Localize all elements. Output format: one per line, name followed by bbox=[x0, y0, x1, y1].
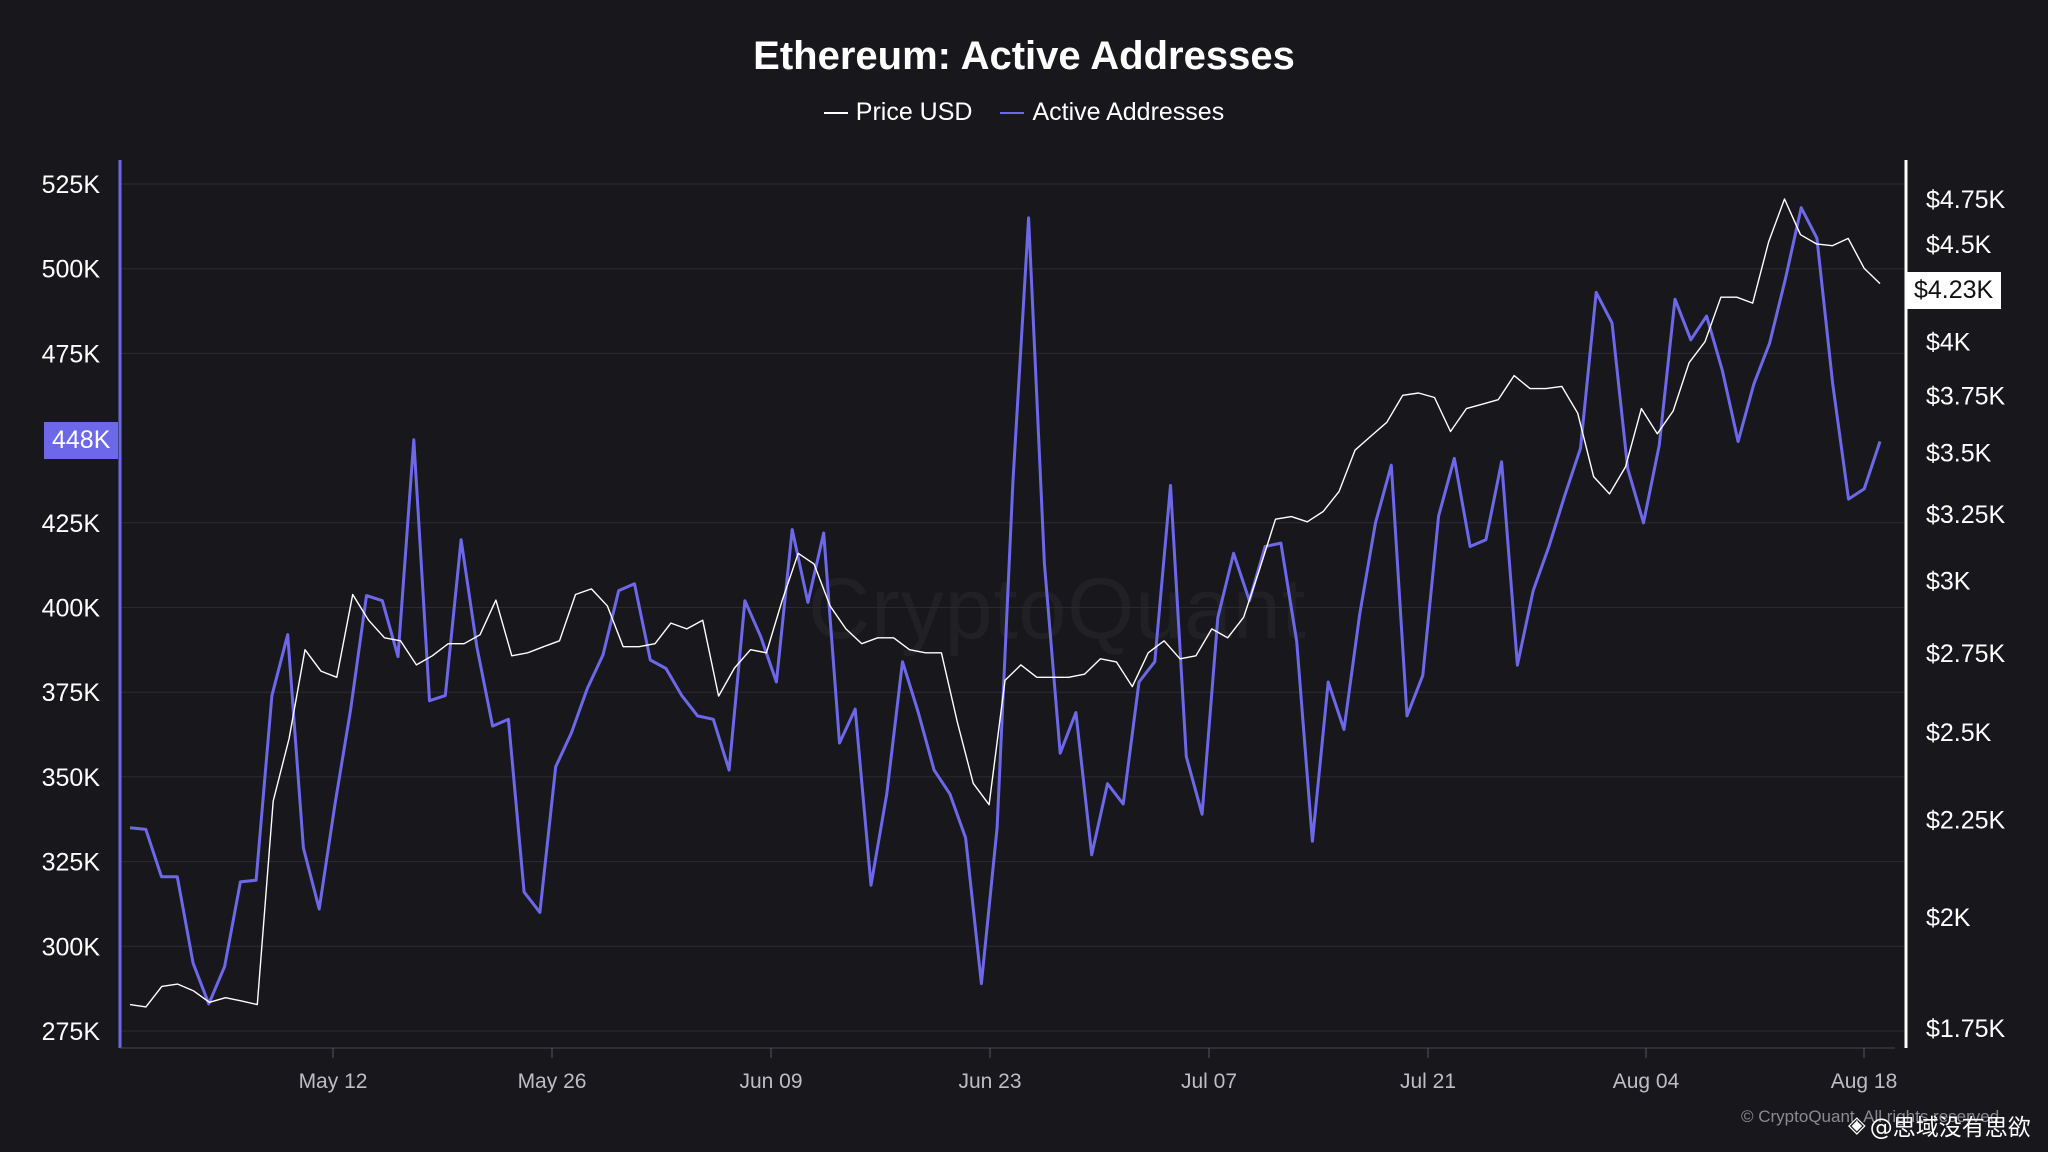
legend-swatch-active bbox=[1000, 111, 1025, 114]
x-tick-label: Aug 18 bbox=[1831, 1070, 1898, 1093]
y-left-tick-label: 325K bbox=[42, 849, 101, 877]
x-tick-label: May 26 bbox=[518, 1070, 587, 1093]
x-tick-label: May 12 bbox=[299, 1070, 368, 1093]
y-left-tick-label: 500K bbox=[42, 256, 101, 284]
y-left-tick-label: 275K bbox=[42, 1018, 101, 1046]
y-right-tick-label: $2.25K bbox=[1926, 806, 2006, 834]
legend-item-price[interactable]: Price USD bbox=[823, 98, 973, 127]
y-left-tick-label: 475K bbox=[42, 340, 101, 368]
x-tick-label: Jul 07 bbox=[1181, 1070, 1237, 1093]
social-tag: ◈ @思域没有思欲 bbox=[1848, 1108, 2031, 1142]
x-tick-label: Jun 09 bbox=[739, 1070, 802, 1093]
y-right-tick-label: $1.75K bbox=[1926, 1015, 2006, 1043]
y-left-tick-label: 425K bbox=[42, 510, 101, 538]
social-tag-text: @思域没有思欲 bbox=[1869, 1115, 2031, 1141]
y-right-tick-label: $4.75K bbox=[1926, 186, 2006, 214]
y-right-tick-label: $4.5K bbox=[1926, 231, 1992, 259]
legend-item-active[interactable]: Active Addresses bbox=[1000, 98, 1224, 127]
x-tick-label: Aug 04 bbox=[1613, 1070, 1680, 1093]
y-left-tick-label: 400K bbox=[42, 595, 101, 623]
y-right-tick-label: $2.75K bbox=[1926, 640, 2006, 668]
chart-title: Ethereum: Active Addresses bbox=[753, 34, 1295, 78]
legend: Price USD Active Addresses bbox=[0, 98, 2048, 127]
x-tick-label: Jun 23 bbox=[958, 1070, 1021, 1093]
y-right-tick-label: $3.75K bbox=[1926, 382, 2006, 410]
y-right-tick-label: $3.25K bbox=[1926, 501, 2006, 529]
series-line-price-usd bbox=[129, 198, 1881, 1008]
watermark-logo: CryptoQuant bbox=[808, 560, 1307, 659]
y-left-tick-label: 300K bbox=[42, 933, 101, 961]
series-layer bbox=[129, 198, 1882, 1008]
active-addresses-current-badge: 448K bbox=[44, 422, 119, 459]
y-right-tick-label: $2.5K bbox=[1926, 719, 1992, 747]
legend-label-price: Price USD bbox=[855, 98, 973, 126]
y-left-tick-label: 375K bbox=[42, 679, 101, 707]
y-right-tick-label: $4K bbox=[1926, 329, 1971, 357]
y-right-tick-label: $2K bbox=[1926, 904, 1971, 932]
y-right-tick-label: $3K bbox=[1926, 568, 1971, 596]
copyright-text: © CryptoQuant. All rights reserved bbox=[1741, 1107, 2000, 1126]
x-tick-label: Jul 21 bbox=[1400, 1070, 1456, 1093]
y-left-tick-label: 525K bbox=[42, 171, 101, 199]
grid-layer bbox=[120, 183, 1905, 1032]
series-line-active-addresses bbox=[129, 206, 1882, 1006]
y-left-tick-label: 350K bbox=[42, 764, 101, 792]
legend-swatch-price bbox=[823, 111, 848, 114]
legend-label-active: Active Addresses bbox=[1032, 98, 1225, 126]
axis-layer: 525K 500K 475K 425K 400K 375K 350K 325K 300K 275K… bbox=[42, 160, 2006, 1093]
price-current-badge: $4.23K bbox=[1906, 272, 2002, 309]
binance-logo-icon: ◈ bbox=[1848, 1112, 1866, 1138]
y-right-tick-label: $3.5K bbox=[1926, 440, 1992, 468]
